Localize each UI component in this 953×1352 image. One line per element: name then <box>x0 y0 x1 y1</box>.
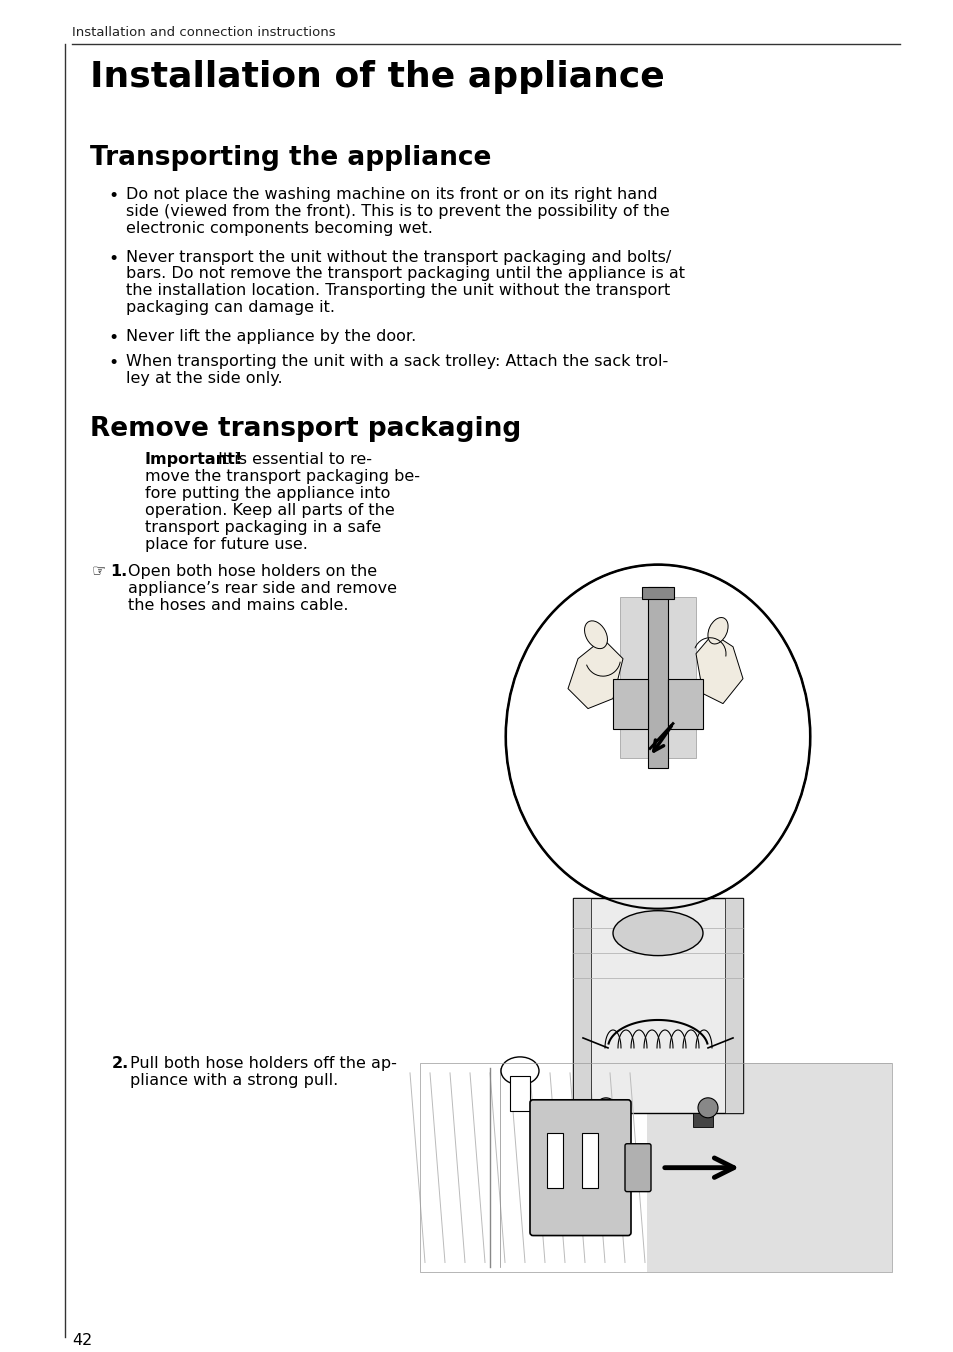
Text: transport packaging in a safe: transport packaging in a safe <box>145 521 381 535</box>
Text: •: • <box>108 187 118 204</box>
Text: pliance with a strong pull.: pliance with a strong pull. <box>130 1073 338 1088</box>
Text: Never lift the appliance by the door.: Never lift the appliance by the door. <box>126 330 416 345</box>
Bar <box>641 587 673 599</box>
Bar <box>692 1113 712 1126</box>
Text: •: • <box>108 250 118 268</box>
Bar <box>419 1063 891 1272</box>
Ellipse shape <box>596 1098 616 1118</box>
Text: 2.: 2. <box>112 1056 129 1071</box>
Ellipse shape <box>584 621 607 649</box>
Text: Open both hose holders on the: Open both hose holders on the <box>128 564 376 579</box>
Text: move the transport packaging be-: move the transport packaging be- <box>145 469 419 484</box>
Text: place for future use.: place for future use. <box>145 537 308 552</box>
Text: bars. Do not remove the transport packaging until the appliance is at: bars. Do not remove the transport packag… <box>126 266 684 281</box>
Polygon shape <box>567 638 622 708</box>
Bar <box>602 1113 622 1126</box>
Bar <box>510 1076 530 1111</box>
Ellipse shape <box>500 1057 538 1084</box>
Text: the hoses and mains cable.: the hoses and mains cable. <box>128 598 348 612</box>
Text: Pull both hose holders off the ap-: Pull both hose holders off the ap- <box>130 1056 396 1071</box>
Text: •: • <box>108 354 118 372</box>
Text: electronic components becoming wet.: electronic components becoming wet. <box>126 220 433 235</box>
Polygon shape <box>696 634 742 703</box>
Bar <box>546 1133 562 1187</box>
Text: •: • <box>108 330 118 347</box>
Ellipse shape <box>505 565 809 909</box>
Text: operation. Keep all parts of the: operation. Keep all parts of the <box>145 503 395 518</box>
Text: Important!: Important! <box>145 452 243 466</box>
Text: ☞: ☞ <box>91 564 107 579</box>
Ellipse shape <box>707 618 727 644</box>
Text: Transporting the appliance: Transporting the appliance <box>90 145 491 170</box>
Bar <box>613 679 647 729</box>
Bar <box>573 898 590 1113</box>
Bar <box>647 587 667 768</box>
Text: side (viewed from the front). This is to prevent the possibility of the: side (viewed from the front). This is to… <box>126 204 669 219</box>
Text: 42: 42 <box>71 1333 92 1348</box>
Text: appliance’s rear side and remove: appliance’s rear side and remove <box>128 581 396 596</box>
Text: the installation location. Transporting the unit without the transport: the installation location. Transporting … <box>126 284 670 299</box>
Bar <box>667 679 702 729</box>
Text: When transporting the unit with a sack trolley: Attach the sack trol-: When transporting the unit with a sack t… <box>126 354 667 369</box>
Text: ley at the side only.: ley at the side only. <box>126 372 282 387</box>
Bar <box>724 898 742 1113</box>
Text: It is essential to re-: It is essential to re- <box>213 452 372 466</box>
Ellipse shape <box>613 911 702 956</box>
Bar <box>581 1133 598 1187</box>
Text: Never transport the unit without the transport packaging and bolts/: Never transport the unit without the tra… <box>126 250 671 265</box>
FancyBboxPatch shape <box>624 1144 650 1191</box>
Ellipse shape <box>698 1098 718 1118</box>
Text: Installation and connection instructions: Installation and connection instructions <box>71 26 335 39</box>
Bar <box>419 1063 646 1272</box>
Text: Do not place the washing machine on its front or on its right hand: Do not place the washing machine on its … <box>126 187 657 201</box>
Bar <box>573 898 742 1113</box>
Text: Installation of the appliance: Installation of the appliance <box>90 59 664 93</box>
Text: 1.: 1. <box>110 564 127 579</box>
Bar <box>619 596 696 758</box>
Bar <box>646 1063 891 1272</box>
FancyBboxPatch shape <box>530 1099 630 1236</box>
Text: packaging can damage it.: packaging can damage it. <box>126 300 335 315</box>
Text: Remove transport packaging: Remove transport packaging <box>90 416 520 442</box>
Text: fore putting the appliance into: fore putting the appliance into <box>145 485 390 502</box>
